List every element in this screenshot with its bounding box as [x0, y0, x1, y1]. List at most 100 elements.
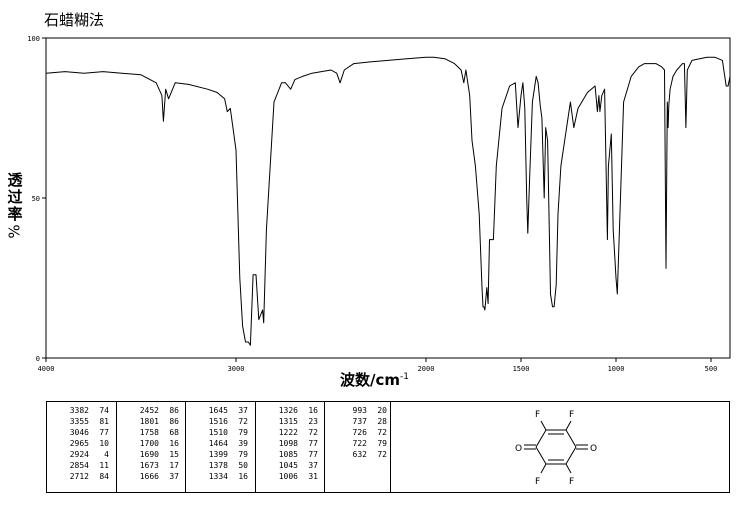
- peak-row: 3046 77: [53, 427, 116, 438]
- peak-transmittance: 77: [99, 428, 109, 437]
- bond-c-f: [540, 420, 547, 431]
- peak-wavenumber: 1700: [139, 439, 159, 448]
- bond-c-f: [565, 420, 572, 431]
- peak-transmittance: 20: [377, 406, 387, 415]
- spectrum-series-line: [45, 56, 731, 346]
- peak-wavenumber: 3382: [69, 406, 89, 415]
- peak-table-columns: 3382 74 3355 81 3046 77 2965 10 2924 4 2854 11 2712 8…: [47, 402, 391, 492]
- bond-c-f: [565, 463, 572, 474]
- peak-row: 1006 31: [262, 471, 324, 482]
- peak-wavenumber: 1645: [208, 406, 228, 415]
- peak-row: 1222 72: [262, 427, 324, 438]
- peak-wavenumber: 1510: [208, 428, 228, 437]
- peak-wavenumber: 1326: [278, 406, 298, 415]
- peak-row: 2924 4: [53, 449, 116, 460]
- bond: [535, 446, 547, 465]
- peak-row: 1758 68: [123, 427, 185, 438]
- peak-wavenumber: 1085: [278, 450, 298, 459]
- peak-transmittance: 86: [169, 406, 179, 415]
- peak-transmittance: 11: [99, 461, 109, 470]
- peak-table-column: 1645 37 1516 72 1510 79 1464 39 1399 79 1378 50 1334…: [186, 402, 256, 492]
- chart-title: 石蜡糊法: [44, 11, 105, 29]
- peak-table-column: 3382 74 3355 81 3046 77 2965 10 2924 4 2854 11 2712 8…: [47, 402, 117, 492]
- peak-transmittance: 15: [169, 450, 179, 459]
- bond: [565, 446, 577, 465]
- y-axis-label: 透过率 %: [4, 172, 26, 240]
- peak-transmittance: 28: [377, 417, 387, 426]
- peak-wavenumber: 1378: [208, 461, 228, 470]
- peak-row: 1801 86: [123, 416, 185, 427]
- peak-wavenumber: 1098: [278, 439, 298, 448]
- atom-f-bottom-left: F: [535, 477, 540, 487]
- peak-transmittance: 16: [169, 439, 179, 448]
- peak-wavenumber: 2965: [69, 439, 89, 448]
- peak-table-column: 1326 16 1315 23 1222 72 1098 77 1085 77 1045 37 1006…: [256, 402, 325, 492]
- peak-transmittance: 10: [99, 439, 109, 448]
- peak-wavenumber: 1758: [139, 428, 159, 437]
- peak-wavenumber: 1464: [208, 439, 228, 448]
- peak-transmittance: 74: [99, 406, 109, 415]
- peak-row: 1510 79: [192, 427, 255, 438]
- peak-transmittance: 72: [238, 417, 248, 426]
- peak-wavenumber: 2924: [69, 450, 89, 459]
- peak-row: 1464 39: [192, 438, 255, 449]
- peak-transmittance: 68: [169, 428, 179, 437]
- peak-transmittance: 72: [308, 428, 318, 437]
- atom-f-top-right: F: [569, 410, 574, 420]
- peak-row: 1673 17: [123, 460, 185, 471]
- peak-transmittance: 4: [104, 450, 109, 459]
- peak-wavenumber: 1690: [139, 450, 159, 459]
- peak-wavenumber: 1334: [208, 472, 228, 481]
- y-tick-label: 100: [27, 35, 40, 43]
- x-tick-label: 1500: [513, 365, 530, 373]
- peak-row: 1690 15: [123, 449, 185, 460]
- x-tick-label: 1000: [608, 365, 625, 373]
- peak-row: 1645 37: [192, 405, 255, 416]
- ir-spectrum-chart: 4000 3000 2000 1500 1000 500 0 50 100: [27, 35, 731, 373]
- peak-wavenumber: 2452: [139, 406, 159, 415]
- peak-row: 2452 86: [123, 405, 185, 416]
- peak-wavenumber: 1045: [278, 461, 298, 470]
- peak-wavenumber: 1315: [278, 417, 298, 426]
- peak-row: 2965 10: [53, 438, 116, 449]
- x-axis-label-text: 波数/cm: [340, 371, 401, 389]
- peak-wavenumber: 1006: [278, 472, 298, 481]
- bond: [535, 429, 547, 448]
- peak-wavenumber: 3046: [69, 428, 89, 437]
- tetrafluorobenzoquinone-structure: F F F F O O: [515, 410, 597, 487]
- peak-table-column: 2452 86 1801 86 1758 68 1700 16 1690 15 1673 17 1666…: [117, 402, 186, 492]
- x-tick-label: 2000: [418, 365, 435, 373]
- peak-transmittance: 39: [238, 439, 248, 448]
- peak-wavenumber: 2854: [69, 461, 89, 470]
- atom-f-top-left: F: [535, 410, 540, 420]
- peak-row: 1399 79: [192, 449, 255, 460]
- peak-row: 1516 72: [192, 416, 255, 427]
- peak-transmittance: 77: [308, 439, 318, 448]
- molecule-structure: F F F F O O: [391, 402, 731, 492]
- peak-transmittance: 16: [308, 406, 318, 415]
- atom-f-bottom-right: F: [569, 477, 574, 487]
- peak-row: 737 28: [331, 416, 390, 427]
- peak-wavenumber: 3355: [69, 417, 89, 426]
- peak-row: 993 20: [331, 405, 390, 416]
- peak-wavenumber: 2712: [69, 472, 89, 481]
- peak-transmittance: 16: [238, 472, 248, 481]
- axis-ticks: 4000 3000 2000 1500 1000 500 0 50 100: [27, 35, 717, 373]
- peak-transmittance: 37: [238, 406, 248, 415]
- peak-wavenumber: 726: [352, 428, 367, 437]
- atom-o-right: O: [590, 444, 597, 454]
- peak-wavenumber: 1673: [139, 461, 159, 470]
- peak-row: 1334 16: [192, 471, 255, 482]
- peak-wavenumber: 632: [352, 450, 367, 459]
- peak-row: 1326 16: [262, 405, 324, 416]
- peak-row: 3355 81: [53, 416, 116, 427]
- peak-transmittance: 84: [99, 472, 109, 481]
- peak-row: 1085 77: [262, 449, 324, 460]
- peak-row: 1098 77: [262, 438, 324, 449]
- peak-transmittance: 50: [238, 461, 248, 470]
- x-tick-label: 4000: [38, 365, 55, 373]
- peak-row: 1378 50: [192, 460, 255, 471]
- peak-transmittance: 72: [377, 450, 387, 459]
- bond-c-f: [540, 463, 547, 474]
- peak-transmittance: 37: [169, 472, 179, 481]
